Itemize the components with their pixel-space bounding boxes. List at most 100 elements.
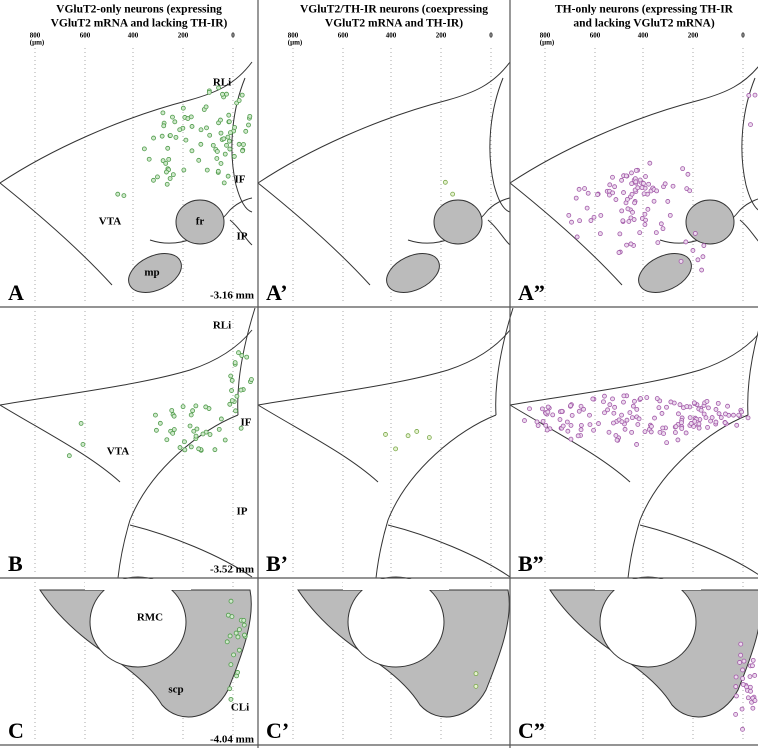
neuron-dot [675,437,681,443]
neuron-dot [564,419,570,425]
neuron-dot [745,415,751,421]
neuron-dot [695,257,701,263]
neuron-dot [747,684,753,690]
neuron-dot [218,161,224,166]
neuron-dot [623,173,629,179]
neuron-dot [679,426,685,431]
neuron-dot [713,419,719,425]
neuron-dot [620,218,626,224]
neuron-dot [221,136,227,142]
neuron-dot [629,191,635,197]
neuron-dot [587,422,593,427]
neuron-dot [180,404,186,410]
neuron-dot [215,168,221,174]
fr-shape [175,199,225,245]
neuron-dot [226,119,232,125]
neuron-dot [635,185,641,191]
scale-tick-label: 800 [30,32,41,40]
neuron-dot [596,421,601,426]
neuron-dot [576,186,582,192]
neuron-dot [690,248,696,253]
neuron-dot [163,160,169,166]
neuron-dot [573,195,579,201]
scale-unit: (µm) [288,39,303,47]
neuron-dot [670,183,676,189]
panel [257,48,511,303]
neuron-dot [227,401,233,407]
neuron-dot [183,137,189,143]
neuron-dot [632,398,637,404]
neuron-dot [638,396,643,401]
neuron-dot [745,695,751,701]
outline [487,219,511,246]
neuron-dot [177,127,183,133]
neuron-dot [182,447,188,453]
scale-tick-label: 0 [741,32,745,40]
neuron-dot [200,431,206,437]
neuron-dot [214,156,220,161]
neuron-dot [188,444,194,450]
neuron-dot [652,415,657,421]
neuron-dot [606,429,612,435]
neuron-dot [450,191,456,197]
outline [0,404,121,483]
neuron-dot [155,174,160,180]
column-title: VGluT2/TH-IR neurons (coexpressing [300,4,488,16]
neuron-dot [182,439,187,445]
neuron-dot [611,410,617,416]
neuron-dot [210,142,216,148]
neuron-dot [644,395,650,400]
outline [509,182,623,286]
neuron-dot [225,134,231,140]
panel [257,307,514,579]
neuron-dot [193,433,199,439]
outline [0,329,253,406]
neuron-dot [218,130,224,136]
outline [375,414,497,579]
neuron-dot [545,404,551,410]
neuron-dot [569,412,575,418]
panel-letter: C” [518,718,545,743]
neuron-dot [249,377,254,382]
neuron-dot [235,670,240,675]
neuron-dot [189,124,195,129]
neuron-dot [522,418,527,423]
neuron-dot [654,396,660,401]
neuron-dot [227,138,232,144]
region-label: VTA [107,446,129,458]
panel [544,576,758,741]
neuron-dot [602,410,607,416]
column-title: VGluT2 mRNA and lacking TH-IR) [51,18,228,30]
neuron-dot [203,404,209,410]
neuron-dot [187,423,193,429]
neuron-dot [575,433,581,439]
panel [509,311,758,579]
neuron-dot [239,353,245,358]
neuron-dot [383,432,388,437]
neuron-dot [585,190,591,196]
neuron-dot [198,141,204,147]
outline [229,219,253,246]
neuron-dot [703,415,709,420]
neuron-dot [627,410,633,415]
panel [0,48,253,303]
neuron-dot [733,684,739,689]
neuron-dot [559,408,565,414]
scale-tick-label: 800 [288,32,299,40]
neuron-dot [736,412,742,418]
neuron-dot [236,98,242,103]
neuron-dot [625,206,631,212]
neuron-dot [740,676,746,681]
neuron-dot [141,146,147,152]
neuron-dot [228,696,234,702]
neuron-dot [225,173,231,179]
region-label: IF [235,174,246,186]
scale-tick-label: 600 [338,32,349,40]
neuron-dot [233,408,238,414]
neuron-dot [229,388,234,393]
neuron-dot [629,415,635,421]
neuron-dot [228,130,233,136]
level-label: -4.04 mm [210,734,254,746]
neuron-dot [194,426,200,432]
neuron-dot [607,402,613,408]
